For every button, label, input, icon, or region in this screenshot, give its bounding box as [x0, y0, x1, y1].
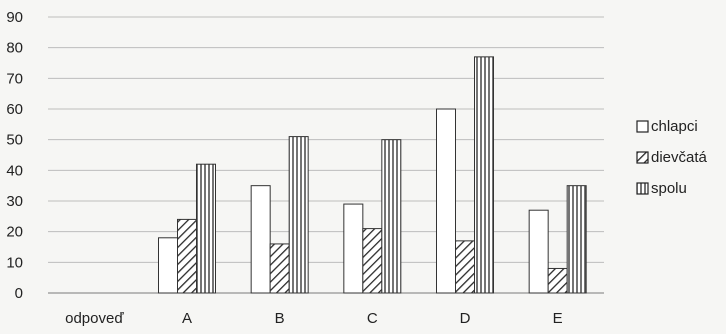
x-tick-label: C: [367, 310, 378, 327]
legend-label: dievčatá: [651, 149, 708, 166]
legend: chlapci dievčatá spolu: [636, 118, 708, 197]
x-axis-ticks: odpoveď A B C D E: [65, 310, 563, 327]
y-tick-label: 90: [6, 9, 23, 26]
legend-swatch: [636, 182, 649, 195]
bar-empty-5: [528, 209, 549, 294]
x-tick-label: D: [460, 310, 471, 327]
y-axis-ticks: 0 10 20 30 40 50 60 70 80 90: [6, 9, 23, 302]
legend-label: spolu: [651, 180, 687, 197]
bar-vertical-3: [381, 139, 402, 294]
x-tick-label: E: [553, 310, 563, 327]
y-tick-label: 80: [6, 40, 23, 57]
y-tick-label: 20: [6, 224, 23, 241]
y-tick-label: 10: [6, 254, 23, 271]
y-tick-label: 40: [6, 162, 23, 179]
bar-empty-4: [436, 108, 456, 294]
legend-swatch: [636, 151, 649, 164]
y-tick-label: 50: [6, 132, 23, 149]
bar-empty-3: [343, 203, 364, 294]
y-tick-label: 30: [6, 193, 23, 210]
bar-diagonal-4: [455, 240, 475, 294]
bar-diagonal-5: [547, 267, 568, 294]
bar-empty-2: [250, 185, 271, 294]
y-tick-label: 60: [6, 101, 23, 118]
y-tick-label: 70: [6, 70, 23, 87]
bar-diagonal-1: [177, 218, 197, 294]
bar-empty-1: [158, 237, 178, 294]
bar-vertical-1: [196, 163, 216, 294]
x-tick-label: odpoveď: [65, 310, 124, 327]
grid-lines: [48, 16, 604, 294]
legend-label: chlapci: [651, 118, 698, 135]
bar-vertical-2: [288, 136, 309, 294]
x-tick-label: A: [182, 310, 192, 327]
bar-diagonal-2: [269, 243, 290, 294]
bar-diagonal-3: [362, 228, 383, 294]
legend-swatch: [636, 120, 649, 133]
bar-vertical-5: [566, 185, 587, 294]
x-tick-label: B: [275, 310, 285, 327]
bars: [158, 56, 587, 294]
bar-vertical-4: [474, 56, 494, 294]
y-tick-label: 0: [15, 285, 23, 302]
